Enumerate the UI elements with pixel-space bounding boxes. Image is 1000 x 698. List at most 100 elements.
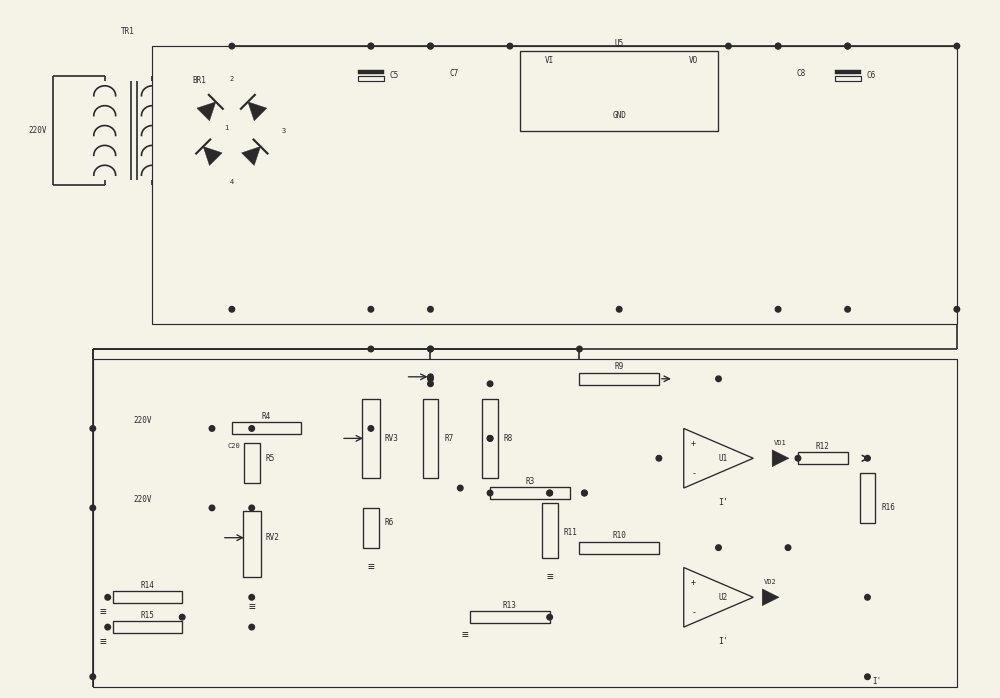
Bar [113, 591, 182, 603]
Text: ≡: ≡ [546, 572, 553, 582]
Bar [363, 508, 379, 548]
Circle shape [547, 614, 552, 620]
Text: -: - [691, 468, 696, 477]
Polygon shape [248, 102, 267, 121]
Circle shape [428, 346, 433, 352]
Circle shape [428, 306, 433, 312]
Circle shape [775, 43, 781, 49]
Circle shape [368, 426, 374, 431]
Circle shape [865, 456, 870, 461]
Text: VD1: VD1 [774, 440, 787, 446]
Circle shape [179, 614, 185, 620]
Circle shape [487, 381, 493, 387]
Text: R7: R7 [444, 434, 454, 443]
Text: TR1: TR1 [121, 27, 134, 36]
Text: ≡: ≡ [248, 602, 255, 612]
Circle shape [547, 490, 552, 496]
Circle shape [428, 376, 433, 382]
Text: +: + [691, 578, 696, 587]
Bar [798, 452, 848, 464]
Text: R13: R13 [503, 601, 517, 610]
Text: R5: R5 [266, 454, 275, 463]
Circle shape [487, 436, 493, 441]
Text: C20: C20 [228, 443, 241, 450]
Circle shape [954, 43, 960, 49]
Circle shape [716, 545, 721, 551]
Polygon shape [197, 102, 216, 121]
Bar [835, 76, 861, 81]
Circle shape [577, 346, 582, 352]
Circle shape [457, 485, 463, 491]
Circle shape [547, 490, 552, 496]
Text: 220V: 220V [133, 416, 152, 425]
Circle shape [428, 43, 433, 49]
Polygon shape [203, 147, 222, 165]
Circle shape [368, 43, 374, 49]
Circle shape [795, 456, 801, 461]
Circle shape [865, 674, 870, 680]
Text: R6: R6 [385, 519, 394, 527]
Text: BR1: BR1 [192, 76, 206, 85]
Text: C7: C7 [449, 69, 459, 78]
Circle shape [582, 490, 587, 496]
Text: +: + [691, 439, 696, 448]
Text: RV2: RV2 [266, 533, 279, 542]
Circle shape [785, 545, 791, 551]
Circle shape [487, 436, 493, 441]
Bar [152, 46, 957, 324]
Text: U2: U2 [719, 593, 728, 602]
Polygon shape [684, 429, 753, 488]
Text: 220V: 220V [29, 126, 47, 135]
Circle shape [209, 505, 215, 511]
Circle shape [90, 674, 96, 680]
Circle shape [249, 505, 254, 511]
Bar [244, 443, 260, 483]
Circle shape [428, 346, 433, 352]
Bar [93, 359, 957, 687]
Bar [490, 487, 570, 499]
Bar [232, 422, 301, 434]
Text: 220V: 220V [133, 496, 152, 505]
Circle shape [105, 595, 110, 600]
Text: U5: U5 [615, 38, 624, 47]
Bar [358, 70, 384, 75]
Circle shape [507, 43, 513, 49]
Circle shape [775, 43, 781, 49]
Bar [835, 70, 861, 75]
Bar [860, 473, 875, 523]
Text: C8: C8 [797, 69, 806, 78]
Circle shape [656, 456, 662, 461]
Text: VI: VI [545, 57, 554, 66]
Text: 2: 2 [230, 76, 234, 82]
Circle shape [845, 43, 850, 49]
Circle shape [487, 490, 493, 496]
Polygon shape [684, 567, 753, 627]
Text: -: - [691, 608, 696, 617]
Circle shape [726, 43, 731, 49]
Text: R9: R9 [615, 362, 624, 371]
Text: R10: R10 [612, 531, 626, 540]
Text: R4: R4 [262, 412, 271, 421]
Circle shape [775, 306, 781, 312]
Circle shape [716, 376, 721, 382]
Circle shape [845, 43, 850, 49]
Text: R16: R16 [881, 503, 895, 512]
Circle shape [249, 426, 254, 431]
Text: R3: R3 [525, 477, 534, 486]
Text: C5: C5 [390, 71, 399, 80]
Bar [423, 399, 438, 478]
Text: I': I' [718, 637, 728, 646]
Circle shape [428, 381, 433, 387]
Text: ≡: ≡ [99, 607, 106, 617]
Text: VD2: VD2 [764, 579, 777, 586]
Text: I': I' [718, 498, 728, 507]
Polygon shape [772, 450, 789, 467]
Text: ≡: ≡ [462, 630, 469, 640]
Circle shape [105, 624, 110, 630]
Circle shape [229, 306, 235, 312]
Bar [243, 511, 261, 577]
Bar [579, 542, 659, 554]
Text: 1: 1 [225, 124, 229, 131]
Circle shape [616, 306, 622, 312]
Text: RV3: RV3 [385, 434, 399, 443]
